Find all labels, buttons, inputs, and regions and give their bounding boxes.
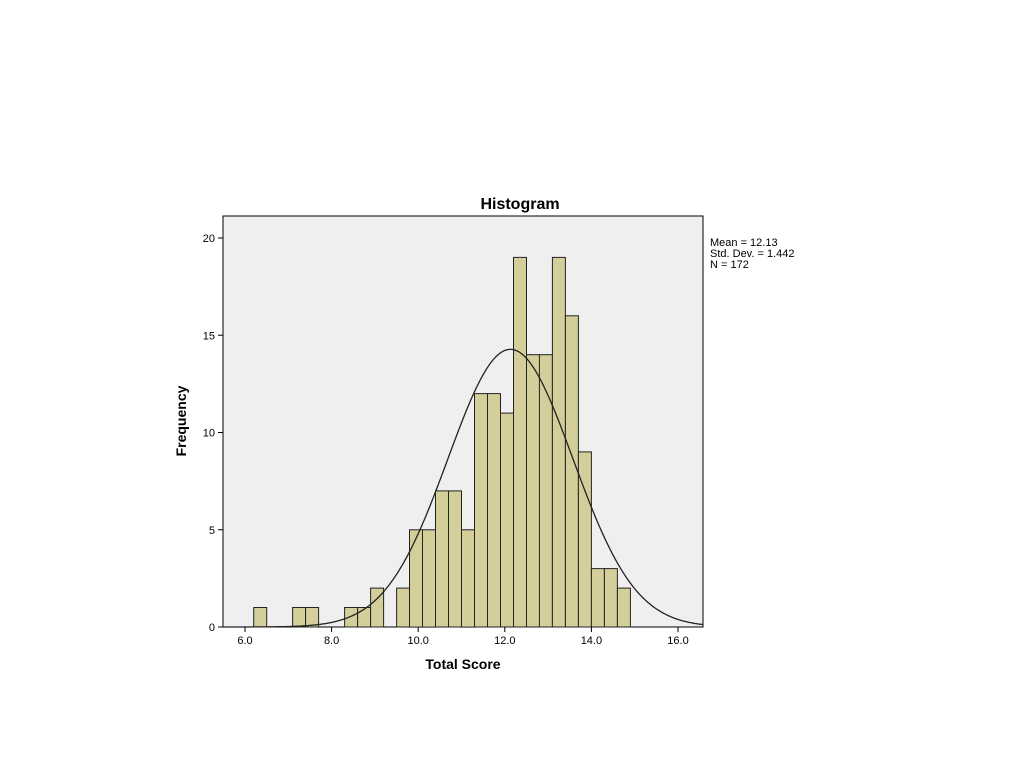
stat-mean: Mean = 12.13: [710, 237, 778, 249]
histogram-bar: [474, 393, 488, 628]
histogram-bar: [564, 315, 579, 628]
histogram-bar: [292, 607, 307, 628]
histogram-bar: [409, 529, 423, 628]
histogram-bar: [590, 568, 605, 628]
chart-title: Histogram: [480, 196, 559, 213]
stats-box: Mean = 12.13 Std. Dev. = 1.442 N = 172: [710, 237, 795, 271]
histogram-bar: [551, 256, 566, 628]
normal-curve: [223, 348, 704, 628]
histogram-bar: [435, 490, 449, 628]
histogram-bar: [370, 587, 385, 628]
x-tick-label: 12.0: [494, 635, 515, 647]
y-tick-label: 20: [203, 233, 215, 245]
histogram-bar: [513, 256, 527, 628]
x-tick-label: 8.0: [324, 635, 339, 647]
histogram-bar: [305, 607, 320, 628]
histogram-bar: [538, 354, 553, 628]
histogram-bar: [500, 412, 514, 628]
histogram-bar: [487, 393, 501, 628]
y-tick-label: 0: [209, 622, 215, 634]
histogram-bar: [253, 607, 268, 628]
x-tick-label: 16.0: [667, 635, 688, 647]
x-axis-label: Total Score: [425, 656, 500, 672]
y-tick-label: 5: [209, 525, 215, 537]
histogram-bar: [448, 490, 462, 628]
x-tick-label: 6.0: [237, 635, 252, 647]
bars-layer: [253, 256, 631, 628]
x-axis: 6.0 8.0 10.0 12.0 14.0 16.0: [237, 627, 689, 647]
histogram-bar: [616, 587, 631, 628]
stat-std-dev: Std. Dev. = 1.442: [710, 248, 795, 260]
y-tick-label: 15: [203, 330, 215, 342]
stat-n: N = 172: [710, 259, 749, 271]
histogram-bar: [461, 529, 475, 628]
y-axis-label: Frequency: [173, 385, 189, 456]
histogram-bar: [344, 607, 359, 628]
histogram-bar: [577, 451, 592, 628]
histogram-bar: [526, 354, 540, 628]
histogram-bar: [422, 529, 436, 628]
y-axis: 0 5 10 15 20: [203, 233, 223, 634]
histogram-bar: [357, 607, 372, 628]
x-tick-label: 10.0: [407, 635, 428, 647]
histogram-bar: [396, 587, 411, 628]
x-tick-label: 14.0: [581, 635, 602, 647]
histogram-bar: [603, 568, 618, 628]
y-tick-label: 10: [203, 428, 215, 440]
